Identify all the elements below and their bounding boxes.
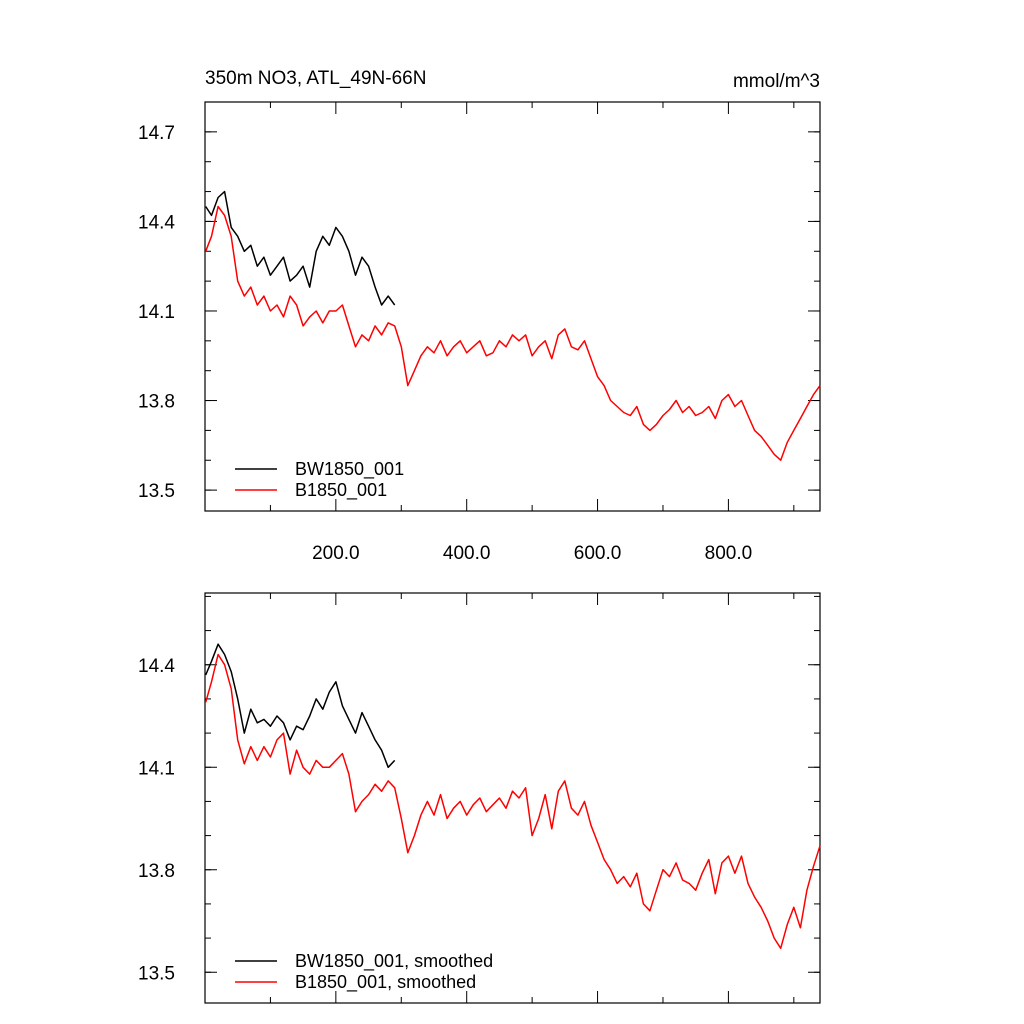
y-tick-label: 13.8 — [138, 392, 175, 413]
plot-frame — [204, 101, 821, 512]
series-line — [205, 190, 396, 306]
figure-units: mmol/m^3 — [733, 71, 820, 92]
y-tick-label: 14.4 — [138, 212, 175, 233]
series-line — [204, 653, 821, 950]
x-tick-label: 200.0 — [312, 543, 360, 564]
y-tick-label: 14.1 — [138, 302, 175, 323]
x-tick-label: 800.0 — [705, 543, 753, 564]
legend-label: B1850_001 — [295, 480, 387, 501]
x-tick-label: 600.0 — [574, 543, 622, 564]
series-line — [205, 205, 821, 461]
legend-label: B1850_001, smoothed — [295, 972, 476, 993]
y-tick-label: 14.4 — [138, 656, 175, 677]
top-chart: 200.0 400.0 600.0 800.0 13.5 13.8 14.1 14.4 14.7… — [138, 101, 821, 564]
series-line — [205, 643, 396, 769]
x-tick-label: 400.0 — [443, 543, 491, 564]
y-tick-label: 13.5 — [138, 963, 175, 984]
y-tick-label: 13.5 — [138, 481, 175, 502]
legend-label: BW1850_001 — [295, 459, 404, 480]
y-tick-label: 13.8 — [138, 861, 175, 882]
y-tick-label: 14.7 — [138, 123, 175, 144]
plot-frame — [204, 592, 821, 1004]
legend-label: BW1850_001, smoothed — [295, 951, 493, 972]
figure-title: 350m NO3, ATL_49N-66N — [205, 68, 426, 89]
bottom-chart: 13.5 13.8 14.1 14.4 BW1850_001, smoothedB185… — [138, 592, 821, 1004]
y-tick-label: 14.1 — [138, 758, 175, 779]
